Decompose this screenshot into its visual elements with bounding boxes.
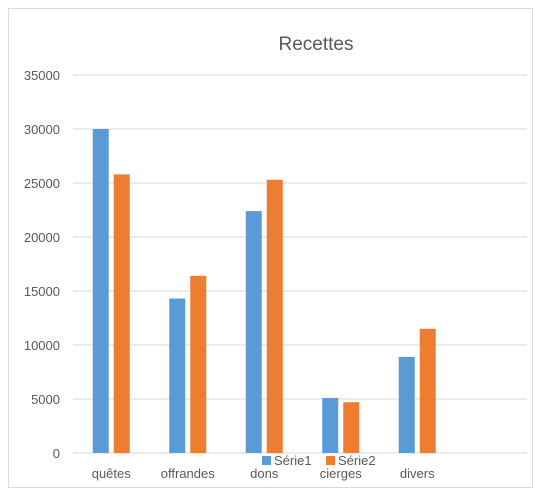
y-tick-label: 35000 bbox=[24, 68, 60, 83]
y-tick-label: 30000 bbox=[24, 122, 60, 137]
bar-1-1 bbox=[92, 129, 109, 453]
bar-2-5 bbox=[419, 328, 436, 453]
bar-1-4 bbox=[322, 397, 339, 453]
bars bbox=[92, 129, 436, 454]
y-tick-label: 0 bbox=[53, 446, 60, 461]
bar-2-1 bbox=[113, 174, 130, 454]
legend-swatch bbox=[326, 456, 335, 465]
legend-swatch bbox=[262, 456, 271, 465]
bar-2-3 bbox=[266, 179, 283, 453]
bar-2-4 bbox=[343, 402, 360, 453]
y-tick-label: 25000 bbox=[24, 176, 60, 191]
legend-label: Série1 bbox=[274, 453, 312, 468]
legend-label: Série2 bbox=[338, 453, 376, 468]
x-category-label: divers bbox=[400, 466, 435, 481]
x-category-label: cierges bbox=[320, 466, 362, 481]
bar-1-3 bbox=[245, 211, 262, 453]
bar-2-2 bbox=[190, 275, 207, 453]
x-category-label: offrandes bbox=[161, 466, 215, 481]
y-tick-label: 20000 bbox=[24, 230, 60, 245]
legend: Série1 Série2 bbox=[262, 453, 376, 468]
y-axis-tick-labels: 0 5000 10000 15000 20000 25000 30000 35000 bbox=[24, 68, 60, 461]
x-category-label: dons bbox=[250, 466, 279, 481]
x-category-label: quêtes bbox=[92, 466, 132, 481]
y-tick-label: 5000 bbox=[31, 392, 60, 407]
bar-1-5 bbox=[398, 356, 415, 453]
gridlines bbox=[73, 74, 527, 454]
x-axis-category-labels: quêtes offrandes dons cierges divers bbox=[92, 466, 435, 481]
chart-title: Recettes bbox=[279, 34, 354, 55]
bar-1-2 bbox=[169, 298, 186, 453]
y-tick-label: 15000 bbox=[24, 284, 60, 299]
y-tick-label: 10000 bbox=[24, 338, 60, 353]
